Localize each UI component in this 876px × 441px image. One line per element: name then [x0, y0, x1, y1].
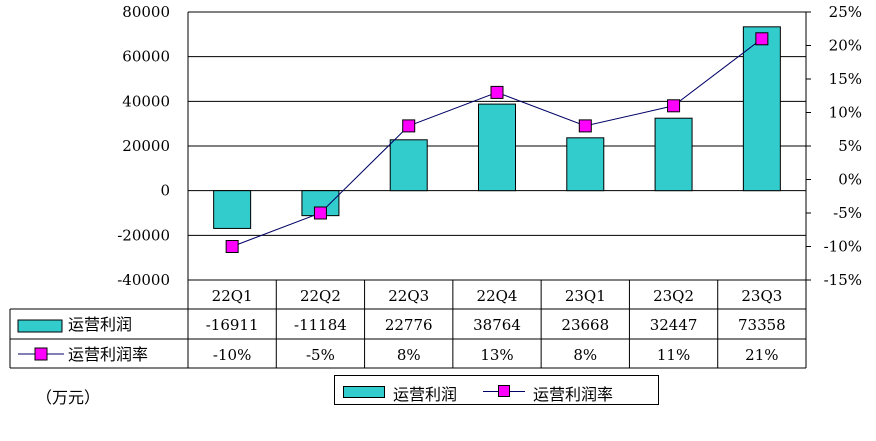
left-axis-tick-label: -40000	[117, 271, 170, 289]
profit-value-label: 23668	[561, 316, 609, 334]
right-axis-tick-label: 10%	[829, 104, 862, 122]
category-label: 23Q1	[565, 287, 606, 305]
right-axis-tick-label: 5%	[838, 137, 862, 155]
legend-label-margin: 运营利润率	[533, 385, 614, 404]
legend: 运营利润 运营利润率	[334, 375, 659, 405]
profit-value-label: -11184	[294, 316, 347, 334]
category-label: 22Q2	[300, 287, 341, 305]
category-label: 22Q1	[212, 287, 253, 305]
line-series	[225, 32, 769, 253]
margin-value-label: 11%	[657, 346, 690, 364]
margin-value-label: 8%	[397, 346, 421, 364]
profit-value-label: 38764	[473, 316, 521, 334]
data-table: 22Q1 22Q2 22Q3 22Q4 23Q1 23Q2 23Q3 运营利润 -16911 -1…	[9, 280, 806, 369]
line-point	[578, 119, 592, 133]
line-point	[225, 240, 239, 253]
category-label: 23Q2	[653, 287, 694, 305]
left-axis-tick-label: -20000	[117, 226, 170, 244]
line-point	[490, 85, 504, 99]
margin-value-label: 8%	[573, 346, 597, 364]
bar	[389, 139, 428, 192]
legend-marker-swatch	[498, 385, 510, 397]
profit-value-label: 22776	[385, 316, 433, 334]
row-margin-label: 运营利润率	[68, 345, 148, 364]
right-axis-tick-label: -15%	[824, 271, 862, 289]
category-label: 23Q3	[741, 287, 782, 305]
right-axis-tick-label: -5%	[833, 204, 862, 222]
line-point	[755, 32, 769, 46]
line-point	[402, 119, 416, 133]
line-point	[313, 206, 327, 220]
left-axis-tick-label: 20000	[122, 137, 170, 155]
right-axis-tick-label: 15%	[829, 70, 862, 88]
right-axis-tick-label: 25%	[829, 3, 862, 21]
right-axis-tick-label: 20%	[829, 37, 862, 55]
bar	[742, 26, 781, 192]
bar	[566, 137, 605, 192]
margin-value-label: -10%	[213, 346, 251, 364]
row-margin-marker-swatch	[34, 347, 48, 361]
bar-series	[213, 26, 781, 229]
line-point	[667, 99, 681, 113]
margin-value-label: -5%	[306, 346, 335, 364]
profit-value-label: 32447	[650, 316, 698, 334]
right-axis-tick-label: -10%	[824, 238, 862, 256]
left-axis-tick-label: 0	[160, 182, 170, 200]
left-axis-tick-label: 60000	[122, 48, 170, 66]
legend-bar-swatch	[343, 386, 385, 398]
profit-value-label: 73358	[738, 316, 786, 334]
margin-value-label: 21%	[745, 346, 778, 364]
margin-value-label: 13%	[480, 346, 513, 364]
left-axis-tick-label: 80000	[122, 3, 170, 21]
legend-label-profit: 运营利润	[393, 385, 458, 404]
category-label: 22Q3	[388, 287, 429, 305]
row-profit-label: 运营利润	[68, 315, 132, 334]
unit-label: （万元）	[36, 388, 101, 407]
category-label: 22Q4	[477, 287, 518, 305]
left-axis-tick-label: 40000	[122, 92, 170, 110]
profit-value-label: -16911	[206, 316, 259, 334]
right-axis-tick-label: 0%	[838, 171, 862, 189]
axes: 80000 60000 40000 20000 0 -20000 -40000 25% 20% 1…	[117, 3, 862, 368]
bar	[213, 190, 252, 229]
bar	[654, 117, 693, 192]
row-profit-swatch	[17, 319, 63, 333]
bar	[478, 103, 516, 192]
